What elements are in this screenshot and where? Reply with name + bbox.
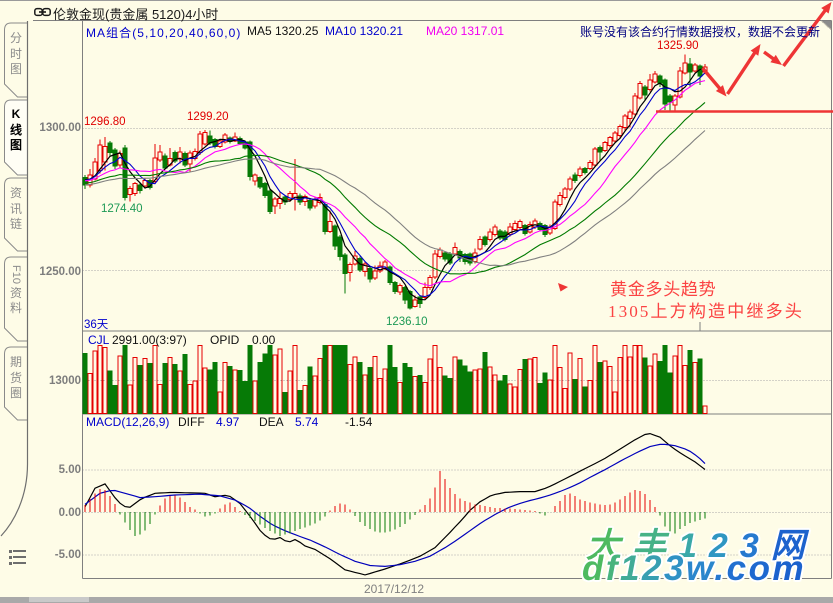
watermark-char: m	[772, 549, 807, 588]
ma-group-label: MA组合(5,10,20,40,60,0)	[86, 26, 242, 40]
tab-label: 资讯链	[9, 186, 22, 231]
list-menu-icon[interactable]	[9, 549, 27, 566]
watermark-site-name: 大丰123网	[586, 518, 817, 567]
annotation-bull-trend: 黄金多头趋势	[610, 280, 717, 299]
sidebar-tab-shapes	[0, 21, 29, 537]
watermark-char: f	[605, 549, 621, 588]
macd-value: -1.54	[345, 414, 373, 429]
ma5-value: MA5 1320.25	[247, 24, 319, 38]
watermark-char: w	[685, 549, 715, 588]
ma10-value: MA10 1320.21	[325, 24, 404, 38]
watermark-char: o	[748, 549, 773, 588]
watermark-char: 1	[620, 549, 643, 588]
macd-axis-minus5: -5.00	[54, 549, 81, 561]
dea-value: 5.74	[295, 414, 319, 429]
cjl-label: CJL	[88, 333, 110, 347]
price-mark-1325-90: 1325.90	[657, 40, 699, 52]
candlesticks	[82, 54, 708, 310]
date-label: 2017/12/12	[364, 582, 425, 596]
ma-lines	[84, 68, 706, 301]
watermark-char: 大	[586, 527, 632, 565]
diff-label: DIFF	[178, 414, 205, 429]
price-mark-1236-10: 1236.10	[386, 316, 428, 328]
price-mark-1299-20: 1299.20	[187, 111, 229, 123]
watermark-char: d	[582, 549, 606, 588]
diff-value: 4.97	[216, 414, 240, 429]
price-axis-1300: 1300.00	[39, 122, 81, 134]
macd-plot	[84, 432, 706, 576]
gridlines	[82, 128, 832, 556]
annotation-1305-support: 1305上方构造中继多头	[608, 302, 804, 321]
red-pointer-icon	[558, 283, 568, 292]
scrollbar-thumb[interactable]	[29, 597, 89, 602]
tab-label: F10 资料	[9, 265, 22, 316]
watermark-char: 丰	[632, 527, 678, 565]
tab-label: 期货圈	[9, 355, 22, 400]
watermark-char: 1	[678, 527, 709, 565]
opid-value: 0.00	[252, 333, 276, 347]
pane-borders	[33, 20, 832, 579]
watermark-char: 2	[642, 549, 664, 588]
dea-label: DEA	[259, 414, 284, 429]
tab-label: 分时图	[9, 31, 22, 76]
macd-axis-5: 5.00	[58, 464, 81, 476]
watermark-site-url: df123w.com	[582, 549, 806, 589]
macd-axis-0: 0.00	[58, 506, 81, 519]
opid-label: OPID	[210, 333, 240, 347]
sidebar-tab-news-feed[interactable]: 资讯链	[4, 178, 28, 251]
watermark-char: 3	[739, 527, 771, 565]
price-mark-1296-80: 1296.80	[84, 116, 126, 128]
sidebar-tab-f10-data[interactable]: F10 资料	[4, 257, 28, 341]
macd-label: MACD(12,26,9)	[86, 414, 170, 429]
price-mark-1274-40: 1274.40	[101, 203, 143, 215]
watermark-char: 3	[663, 549, 686, 588]
macd-histogram	[84, 471, 706, 536]
price-axis-1250: 1250.00	[39, 266, 81, 278]
dea-line	[84, 443, 706, 568]
hand-drawn-annotations	[558, 2, 833, 292]
ma20-value: MA20 1317.01	[426, 24, 505, 38]
volume-axis-13000: 13000	[49, 374, 81, 387]
watermark-char: 2	[708, 527, 740, 565]
watermark-char: 网	[770, 527, 817, 565]
horizontal-scrollbar[interactable]	[0, 597, 833, 603]
volume-bars	[82, 344, 708, 415]
title-bar: 伦敦金现(贵金属 5120)4小时	[0, 0, 833, 22]
watermark-char: c	[726, 549, 749, 588]
link-icon	[34, 7, 51, 16]
span-label-36-days: 36天	[84, 319, 109, 331]
sidebar-tab-time-chart[interactable]: 分时图	[4, 23, 28, 97]
window-title: 伦敦金现(贵金属 5120)4小时	[53, 7, 219, 22]
watermark-char: .	[714, 549, 727, 588]
cjl-value: 2991.00(3:97)	[112, 333, 187, 347]
no-authorization-warning: 账号没有该合约行情数据授权，数据不会更新	[579, 25, 820, 39]
sidebar-tab-futures-circle[interactable]: 期货圈	[4, 347, 28, 420]
